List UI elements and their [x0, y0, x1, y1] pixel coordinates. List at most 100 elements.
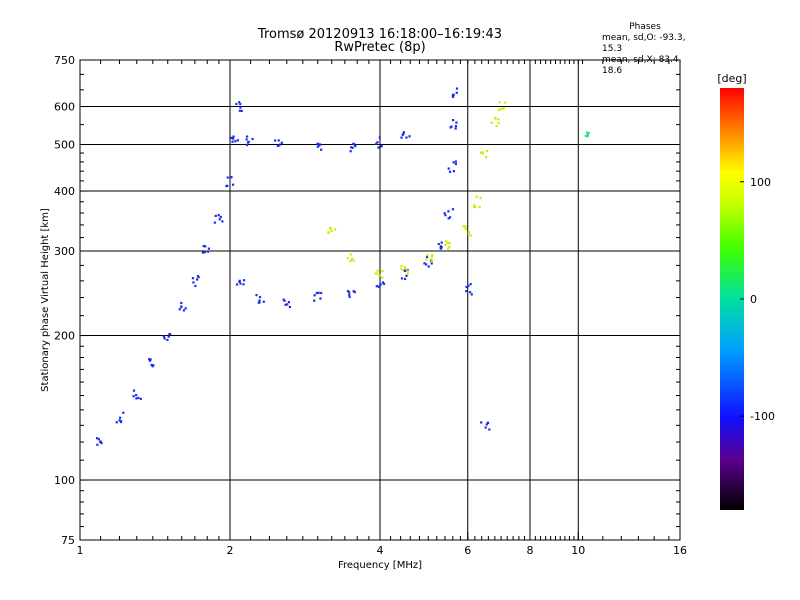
data-point — [245, 143, 249, 147]
data-point — [485, 150, 489, 153]
data-point — [148, 359, 151, 362]
data-point — [377, 146, 380, 149]
data-point — [484, 426, 487, 429]
data-point — [400, 268, 403, 271]
data-point — [485, 423, 488, 426]
data-point — [319, 297, 322, 300]
data-point — [468, 291, 472, 294]
data-point — [349, 150, 352, 153]
data-point — [240, 109, 243, 113]
data-point — [473, 204, 476, 207]
data-point — [201, 251, 205, 254]
data-point — [238, 101, 241, 104]
x-tick-label: 1 — [77, 544, 84, 557]
data-point — [448, 170, 452, 173]
data-point — [283, 299, 286, 302]
y-tick-label: 400 — [54, 185, 75, 198]
data-point — [425, 255, 429, 258]
data-point — [203, 251, 206, 254]
data-point — [446, 247, 450, 250]
data-point — [288, 305, 291, 309]
data-point — [404, 269, 407, 272]
data-point — [376, 269, 379, 272]
data-point — [481, 152, 485, 155]
data-point — [479, 196, 482, 200]
data-point — [352, 142, 355, 145]
data-point — [119, 420, 123, 423]
data-point — [195, 278, 199, 281]
data-point — [400, 265, 403, 268]
data-point — [445, 240, 448, 243]
data-point — [381, 276, 384, 279]
data-point — [430, 262, 433, 265]
data-point — [498, 101, 501, 104]
data-point — [452, 93, 455, 97]
data-point — [452, 161, 455, 164]
data-point — [469, 234, 472, 237]
data-point — [214, 214, 217, 218]
data-point — [329, 227, 332, 230]
data-point — [486, 421, 490, 424]
data-point — [452, 170, 456, 173]
data-point — [348, 293, 351, 296]
data-point — [242, 279, 246, 282]
data-point — [192, 281, 195, 284]
data-point — [180, 301, 183, 305]
data-point — [406, 272, 409, 275]
data-point — [115, 421, 118, 424]
data-point — [219, 215, 222, 219]
x-tick-label: 16 — [673, 544, 687, 557]
y-tick-label: 500 — [54, 139, 75, 152]
data-point — [317, 291, 320, 294]
data-point — [132, 395, 135, 398]
phase-stats-o: mean, sd,O: -93.3, 15.3 — [602, 33, 686, 54]
data-point — [239, 106, 242, 109]
data-point — [462, 225, 465, 228]
data-point — [426, 254, 429, 257]
data-point — [400, 136, 403, 139]
data-point — [319, 143, 322, 146]
data-point — [236, 139, 240, 142]
data-point — [234, 140, 237, 143]
data-point — [95, 437, 99, 440]
data-point — [184, 307, 187, 310]
data-point — [162, 335, 165, 338]
data-point — [454, 125, 458, 128]
data-point — [258, 301, 261, 304]
data-point — [280, 141, 283, 144]
x-tick-label: 6 — [464, 544, 471, 557]
data-point — [135, 397, 138, 400]
data-point — [504, 101, 507, 104]
data-point — [182, 309, 186, 312]
data-point — [139, 397, 142, 400]
y-tick-label: 75 — [61, 534, 75, 547]
data-point — [427, 265, 430, 268]
data-point — [403, 266, 407, 269]
data-point — [137, 396, 140, 400]
data-point — [348, 295, 351, 299]
data-point — [464, 225, 467, 228]
data-point — [317, 142, 320, 145]
data-point — [197, 276, 200, 279]
data-point — [443, 212, 446, 215]
data-point — [451, 208, 455, 211]
data-point — [444, 214, 447, 217]
data-point — [400, 277, 404, 280]
chart-title-line2: RwPretec (8p) — [334, 40, 426, 55]
data-point — [376, 141, 379, 144]
data-point — [262, 300, 265, 303]
data-point — [447, 210, 450, 213]
data-point — [118, 416, 122, 419]
data-point — [497, 118, 500, 121]
data-point — [320, 148, 323, 151]
data-point — [375, 285, 378, 288]
data-point — [239, 103, 242, 106]
data-point — [346, 290, 350, 293]
data-point — [470, 293, 473, 296]
data-point — [217, 214, 220, 217]
data-point — [381, 269, 384, 273]
data-point — [277, 144, 280, 147]
data-point — [258, 295, 262, 299]
data-point — [100, 441, 103, 445]
data-point — [255, 294, 258, 297]
